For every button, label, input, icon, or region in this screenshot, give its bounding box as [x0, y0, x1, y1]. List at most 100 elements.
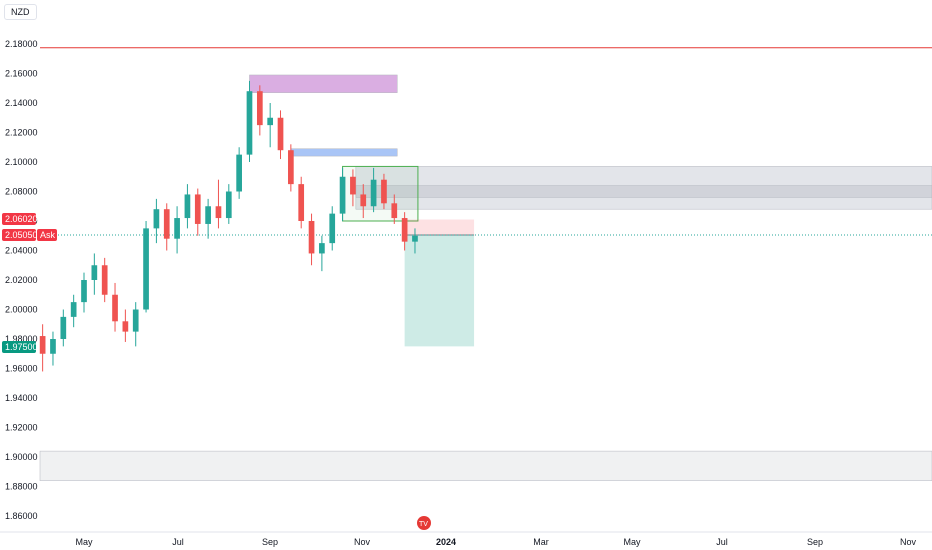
candle-body: [360, 194, 367, 207]
candle: [288, 144, 294, 192]
candle-body: [153, 209, 160, 229]
symbol-badge[interactable]: NZD: [4, 4, 37, 20]
x-tick-label: Jul: [172, 537, 184, 547]
candle-body: [215, 206, 222, 219]
candle: [339, 167, 346, 221]
candle: [215, 179, 222, 229]
take-profit-zone: [404, 235, 475, 347]
candle-body: [236, 154, 242, 192]
x-tick-label: Sep: [807, 537, 823, 547]
candle: [267, 103, 274, 148]
candle: [39, 324, 46, 372]
x-tick-label: May: [623, 537, 641, 547]
x-tick-label: Jul: [716, 537, 728, 547]
supply-zone-purple: [249, 74, 398, 93]
candle-body: [319, 243, 325, 254]
candle: [91, 253, 98, 295]
x-tick-label: May: [75, 537, 93, 547]
y-tick-label: 2.08000: [5, 187, 38, 197]
candles-layer: [39, 80, 418, 372]
current-price-label: 2.05050: [5, 230, 38, 240]
resistance-band-core: [355, 185, 932, 198]
support-band-gray: [39, 450, 932, 481]
candle-body: [308, 221, 315, 254]
candle: [225, 184, 232, 224]
candle-body: [39, 336, 46, 354]
candle-body: [194, 194, 201, 224]
candle-body: [132, 309, 139, 332]
y-tick-label: 2.18000: [5, 39, 38, 49]
candle-body: [122, 321, 129, 332]
candle: [246, 80, 253, 162]
candle-body: [329, 213, 336, 244]
x-tick-label: 2024: [436, 537, 456, 547]
candle-body: [163, 209, 170, 239]
candle-body: [277, 117, 284, 151]
target-price-badge: 1.97500: [2, 341, 38, 353]
zones-layer: [39, 74, 932, 481]
candle: [370, 167, 377, 213]
candle: [153, 198, 160, 244]
candle-body: [101, 265, 108, 295]
candle: [401, 212, 408, 251]
candle: [194, 188, 201, 236]
candle: [112, 282, 118, 332]
candle: [70, 294, 77, 328]
horizontal-lines-layer: [40, 47, 932, 236]
candle: [329, 206, 336, 251]
candle: [298, 176, 305, 229]
candle-body: [112, 294, 118, 322]
y-tick-label: 1.94000: [5, 393, 38, 403]
candle: [174, 206, 180, 254]
x-tick-label: Mar: [533, 537, 549, 547]
candle-body: [267, 117, 274, 126]
time-axis[interactable]: May Jul Sep Nov 2024 Mar May Jul Sep Nov: [0, 531, 932, 547]
top-price-badge: 2.06020: [2, 213, 38, 225]
y-tick-label: 1.92000: [5, 423, 38, 433]
target-price-label: 1.97500: [5, 342, 38, 352]
candle: [381, 173, 387, 210]
candle-body: [298, 184, 305, 221]
y-tick-label: 2.14000: [5, 98, 38, 108]
candle: [350, 169, 356, 207]
candle: [412, 228, 418, 254]
top-price-label: 2.06020: [5, 214, 38, 224]
price-badges: 2.06020 2.05050 Ask 1.97500: [2, 213, 57, 353]
candle-body: [350, 176, 356, 195]
x-tick-label: Sep: [262, 537, 278, 547]
candle: [143, 221, 149, 313]
x-tick-label: Nov: [900, 537, 917, 547]
y-tick-label: 2.10000: [5, 157, 38, 167]
y-tick-label: 2.12000: [5, 128, 38, 138]
y-tick-label: 1.98000: [5, 334, 38, 344]
candle-body: [205, 206, 211, 224]
y-tick-label: 1.86000: [5, 511, 38, 521]
candle-body: [60, 316, 67, 339]
candle-body: [225, 191, 232, 219]
candle-body: [143, 228, 149, 310]
candle: [184, 184, 191, 229]
candle-body: [246, 91, 253, 155]
y-tick-label: 1.90000: [5, 452, 38, 462]
candle-body: [256, 91, 263, 126]
candle: [308, 213, 315, 266]
candle: [50, 331, 56, 366]
candle: [277, 110, 284, 160]
candle: [132, 302, 139, 347]
current-side-label: Ask: [40, 230, 56, 240]
y-tick-label: 2.16000: [5, 69, 38, 79]
candle: [256, 85, 263, 136]
price-axis[interactable]: 2.18000 2.16000 2.14000 2.12000 2.10000 2.080…: [5, 39, 38, 521]
candle-body: [401, 218, 408, 242]
candle-body: [184, 194, 191, 219]
candle: [236, 147, 242, 199]
supply-zone-blue: [290, 148, 398, 157]
svg-text:TV: TV: [419, 521, 428, 528]
candle-body: [370, 179, 377, 207]
brand-logo[interactable]: TV: [417, 516, 431, 530]
candle-body: [381, 179, 387, 204]
short-position-tool[interactable]: [404, 219, 475, 347]
x-tick-label: Nov: [354, 537, 371, 547]
candle: [163, 203, 170, 251]
